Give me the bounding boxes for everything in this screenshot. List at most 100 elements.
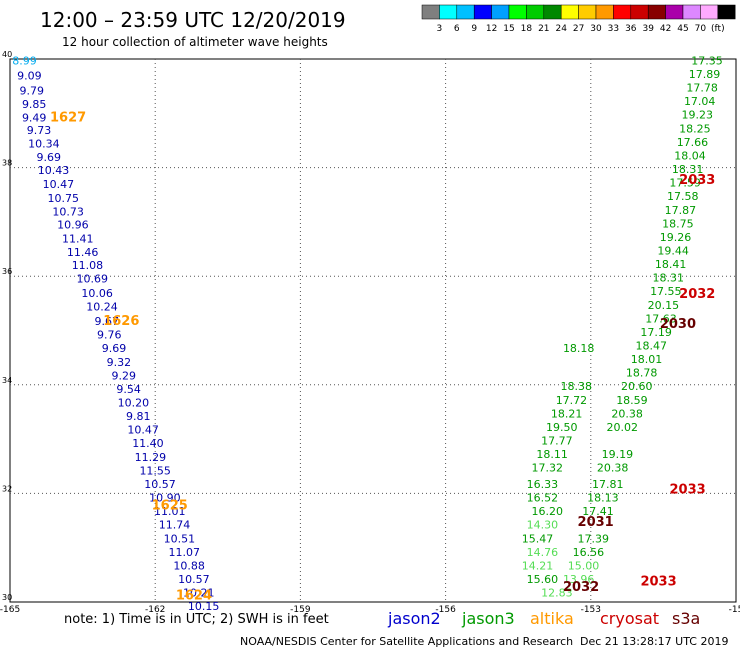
jason2-point: 10.43 (38, 164, 70, 177)
colorbar-label: 12 (486, 24, 497, 34)
jason3-point: 18.21 (551, 407, 583, 420)
jason3-point: 17.39 (577, 532, 609, 545)
jason2-point: 9.81 (126, 410, 151, 423)
mission-jason2: jason2 (388, 609, 441, 628)
track-label: 1627 (50, 110, 86, 125)
x-tick-label: -15 (729, 605, 740, 615)
jason2-point: 11.01 (154, 505, 186, 518)
colorbar-label: 3 (437, 24, 443, 34)
jason3-point: 20.38 (597, 462, 629, 475)
jason2-point: 10.47 (127, 424, 159, 437)
y-tick-label: 38 (2, 159, 12, 168)
wave-height-colorbar: 3 6 9 12 15 18 21 24 27 30 33 36 39 42 45 70 (ft) (421, 4, 736, 34)
jason2-point: 11.41 (62, 233, 94, 246)
jason2-point: 9.09 (17, 70, 42, 83)
jason3-point: 15.00 (568, 559, 600, 572)
jason3-point: 18.13 (587, 492, 619, 505)
jason2-point: 9.54 (116, 383, 141, 396)
colorbar-label: 24 (555, 24, 567, 34)
colorbar-label: 30 (590, 24, 602, 34)
jason3-point: 15.47 (522, 532, 554, 545)
jason3-point: 18.75 (662, 217, 694, 230)
jason2-point: 10.96 (57, 218, 89, 231)
colorbar-label: 18 (521, 24, 533, 34)
jason2-point: 11.55 (139, 464, 171, 477)
track-label: 2033 (670, 482, 706, 497)
jason3-point: 20.60 (621, 380, 653, 393)
jason3-point: 17.41 (582, 505, 614, 518)
colorbar-swatch (717, 4, 736, 20)
jason2-point: 9.67 (95, 315, 120, 328)
jason3-point: 18.31 (672, 163, 704, 176)
jason2-point: 9.76 (97, 329, 122, 342)
jason3-point: 12.83 (541, 587, 573, 600)
jason3-point: 19.50 (546, 421, 578, 434)
mission-jason3: jason3 (462, 609, 515, 628)
jason3-point: 16.52 (527, 492, 559, 505)
jason3-point: 19.23 (682, 109, 714, 122)
jason3-point: 20.38 (611, 407, 643, 420)
generated-timestamp: Dec 21 13:28:17 UTC 2019 (580, 635, 729, 648)
x-tick-label: -156 (435, 605, 456, 615)
x-tick-label: -165 (0, 605, 20, 615)
jason3-point: 17.89 (689, 68, 721, 81)
footer-note: note: 1) Time is in UTC; 2) SWH is in fe… (64, 612, 329, 627)
x-tick-label: -153 (581, 605, 601, 615)
colorbar-label: 39 (642, 24, 654, 34)
jason2-point: 11.07 (168, 546, 200, 559)
jason2-point: 11.29 (135, 451, 167, 464)
jason3-point: 18.78 (626, 367, 658, 380)
jason2-point: 10.90 (149, 492, 181, 505)
jason3-point: 17.77 (541, 435, 573, 448)
jason3-point: 13.96 (563, 573, 595, 586)
jason3-point: 18.11 (536, 448, 568, 461)
jason3-point: 17.66 (677, 136, 709, 149)
y-tick-label: 36 (2, 267, 12, 276)
jason2-point: 10.20 (118, 397, 150, 410)
chart-title: 12:00 – 23:59 UTC 12/20/2019 (40, 8, 346, 32)
jason2-point: 10.75 (47, 192, 79, 205)
jason2-point: 10.51 (164, 532, 196, 545)
jason2-point: 9.32 (107, 356, 132, 369)
jason3-point: 17.59 (669, 177, 701, 190)
track-label: 1626 (103, 314, 139, 329)
jason3-point: 18.59 (616, 394, 648, 407)
track-label: 2030 (660, 317, 696, 332)
jason3-point: 17.58 (667, 190, 699, 203)
jason3-point: 16.56 (573, 546, 605, 559)
track-label: 2031 (578, 515, 614, 530)
jason2-point: 10.47 (43, 178, 75, 191)
colorbar-label: 45 (677, 24, 688, 34)
jason3-point: 17.63 (645, 312, 677, 325)
jason3-point: 17.32 (531, 462, 563, 475)
credit-line: NOAA/NESDIS Center for Satellite Applica… (240, 635, 574, 648)
jason3-point: 16.33 (527, 478, 559, 491)
jason2-point: 10.69 (77, 273, 109, 286)
jason2-point: 11.08 (72, 259, 104, 272)
jason3-point: 18.41 (655, 258, 687, 271)
track-label: 2033 (640, 575, 676, 590)
jason2-point: 10.21 (183, 587, 215, 600)
jason2-point: 10.88 (173, 559, 205, 572)
jason3-point: 17.35 (691, 54, 723, 67)
jason3-point: 19.26 (660, 231, 692, 244)
jason2-point: 10.24 (86, 300, 118, 313)
jason2-point: 10.73 (52, 205, 84, 218)
colorbar-label: (ft) (711, 24, 725, 34)
x-tick-label: -162 (145, 605, 165, 615)
plot-frame (9, 58, 737, 603)
colorbar-label: 6 (454, 24, 460, 34)
jason3-point: 15.60 (527, 573, 559, 586)
colorbar-label: 36 (625, 24, 637, 34)
jason2-point: 10.57 (144, 478, 176, 491)
jason2-point: 9.69 (102, 342, 127, 355)
jason3-point: 18.01 (631, 353, 663, 366)
jason3-point: 18.04 (674, 149, 706, 162)
jason3-point: 16.20 (531, 505, 563, 518)
jason3-point: 18.25 (679, 122, 711, 135)
track-label: 1625 (152, 499, 188, 514)
jason2-point: 8.99 (12, 54, 37, 67)
x-tick-label: -159 (290, 605, 311, 615)
jason2-point: 9.85 (22, 98, 47, 111)
